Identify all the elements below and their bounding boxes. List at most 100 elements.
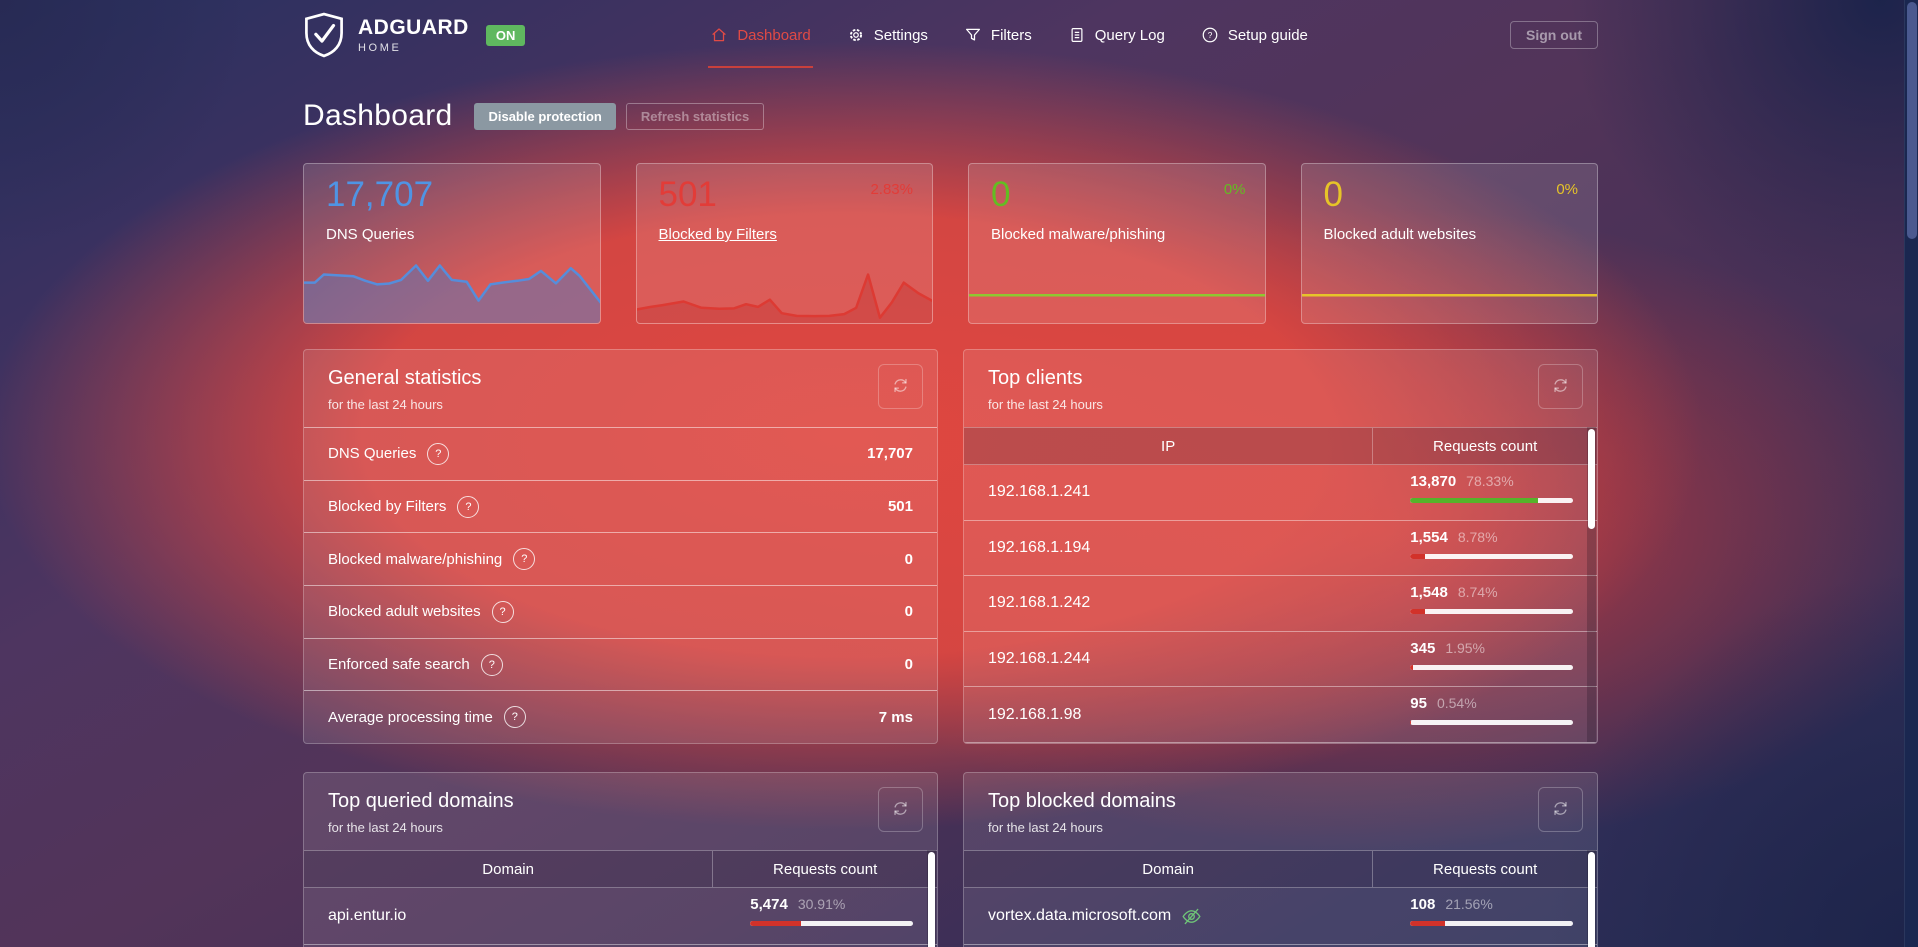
help-icon[interactable]: ? bbox=[513, 548, 536, 571]
nav-item-dashboard[interactable]: Dashboard bbox=[708, 0, 814, 70]
column-header-ip: IP bbox=[1161, 437, 1176, 455]
nav-item-settings[interactable]: Settings bbox=[847, 0, 928, 70]
disable-protection-button[interactable]: Disable protection bbox=[474, 102, 616, 130]
progress-bar bbox=[1410, 498, 1573, 503]
page-scrollbar-thumb[interactable] bbox=[1907, 2, 1917, 239]
statistics-row-label: Blocked by Filters? bbox=[328, 495, 480, 518]
progress-bar bbox=[1410, 664, 1573, 670]
help-icon[interactable]: ? bbox=[503, 706, 526, 729]
general-statistics-panel: General statistics for the last 24 hours… bbox=[303, 349, 938, 744]
page-header: Dashboard Disable protection Refresh sta… bbox=[303, 98, 1598, 134]
refresh-icon bbox=[891, 799, 910, 821]
requests-percent: 78.33% bbox=[1466, 473, 1514, 489]
table-header: Domain Requests count bbox=[304, 850, 937, 888]
page-title: Dashboard bbox=[303, 99, 453, 132]
panel-subtitle: for the last 24 hours bbox=[328, 820, 443, 835]
sign-out-button[interactable]: Sign out bbox=[1510, 21, 1598, 49]
top-blocked-domains-table: vortex.data.microsoft.com 108 21.56% bbox=[964, 888, 1597, 947]
blocked-by-filters-link[interactable]: Blocked by Filters bbox=[658, 226, 777, 243]
stat-card-percent: 2.83% bbox=[870, 181, 913, 198]
refresh-top-clients-button[interactable] bbox=[1538, 364, 1583, 409]
top-queried-domains-panel: Top queried domains for the last 24 hour… bbox=[303, 772, 938, 947]
stat-card-dns-queries: 17,707 DNS Queries bbox=[303, 163, 601, 324]
help-circle-icon: ? bbox=[1201, 26, 1219, 44]
requests-percent: 8.74% bbox=[1457, 584, 1498, 601]
column-header-requests-count: Requests count bbox=[1372, 428, 1597, 464]
refresh-icon bbox=[1551, 799, 1570, 821]
brand-title: ADGUARD bbox=[358, 15, 469, 39]
panel-header: General statistics for the last 24 hours bbox=[304, 350, 937, 412]
stat-card-value: 0 bbox=[991, 175, 1011, 214]
main-nav: Dashboard Settings Filters Query Log ? Setup … bbox=[708, 0, 1308, 70]
statistics-label-text: Enforced safe search bbox=[328, 656, 470, 674]
statistics-row-value: 0 bbox=[904, 603, 913, 621]
nav-item-filters[interactable]: Filters bbox=[964, 0, 1032, 70]
page-scrollbar[interactable] bbox=[1904, 0, 1918, 947]
scrollbar-thumb[interactable] bbox=[1588, 852, 1595, 947]
client-ip-link[interactable]: 192.168.1.194 bbox=[988, 538, 1091, 556]
table-row: 192.168.1.98 95 0.54% bbox=[964, 687, 1597, 743]
brand-logo[interactable]: ADGUARD HOME ON bbox=[303, 12, 526, 58]
requests-count-cell: 13,870 78.33% bbox=[1396, 465, 1597, 520]
main-content: Dashboard Disable protection Refresh sta… bbox=[303, 70, 1598, 947]
statistics-label-text: Average processing time bbox=[328, 708, 493, 726]
table-header: IP Requests count bbox=[964, 427, 1597, 465]
top-clients-scrollbar[interactable] bbox=[1587, 427, 1596, 742]
scrollbar-thumb[interactable] bbox=[1588, 429, 1595, 529]
client-ip-link[interactable]: 192.168.1.241 bbox=[988, 483, 1091, 501]
progress-bar bbox=[1410, 921, 1573, 926]
client-ip-link[interactable]: 192.168.1.244 bbox=[988, 650, 1091, 668]
help-icon[interactable]: ? bbox=[457, 495, 480, 518]
funnel-icon bbox=[964, 26, 982, 44]
scrollbar-thumb[interactable] bbox=[928, 852, 935, 947]
nav-item-query-log[interactable]: Query Log bbox=[1068, 0, 1165, 70]
stat-card-blocked-malware-phishing: 0 Blocked malware/phishing 0% bbox=[968, 163, 1266, 324]
statistics-label-text: Blocked adult websites bbox=[328, 603, 481, 621]
refresh-statistics-button[interactable]: Refresh statistics bbox=[625, 102, 765, 130]
stat-card-blocked-by-filters: 501 Blocked by Filters 2.83% bbox=[635, 163, 933, 324]
panel-subtitle: for the last 24 hours bbox=[988, 397, 1103, 412]
stat-card-value: 501 bbox=[658, 175, 717, 214]
help-icon[interactable]: ? bbox=[427, 442, 450, 465]
column-header-requests-count: Requests count bbox=[1372, 851, 1597, 887]
stat-card-value: 17,707 bbox=[326, 175, 434, 214]
statistics-row-label: Blocked adult websites? bbox=[328, 600, 514, 623]
help-icon[interactable]: ? bbox=[491, 600, 514, 623]
requests-count-cell: 1,554 8.78% bbox=[1396, 521, 1597, 576]
requests-count-cell: 5,474 30.91% bbox=[736, 888, 937, 944]
requests-count: 5,474 bbox=[750, 896, 788, 913]
statistics-row: Blocked by Filters? 501 bbox=[304, 479, 937, 533]
domain-link[interactable]: api.entur.io bbox=[328, 907, 407, 924]
statistics-row-value: 7 ms bbox=[878, 708, 913, 726]
panel-header: Top blocked domains for the last 24 hour… bbox=[964, 773, 1597, 835]
nav-item-setup-guide[interactable]: ? Setup guide bbox=[1201, 0, 1308, 70]
top-blocked-domains-panel: Top blocked domains for the last 24 hour… bbox=[963, 772, 1598, 947]
refresh-general-statistics-button[interactable] bbox=[878, 364, 923, 409]
table-header: Domain Requests count bbox=[964, 850, 1597, 888]
svg-text:?: ? bbox=[1208, 31, 1213, 40]
refresh-icon bbox=[1551, 376, 1570, 398]
statistics-row: Blocked malware/phishing? 0 bbox=[304, 532, 937, 585]
panel-title: Top blocked domains bbox=[988, 790, 1176, 812]
panel-title: Top clients bbox=[988, 367, 1083, 389]
top-blocked-domains-scrollbar[interactable] bbox=[1587, 850, 1596, 947]
column-header-domain: Domain bbox=[482, 860, 534, 878]
table-row: 192.168.1.242 1,548 8.74% bbox=[964, 576, 1597, 632]
domain-link[interactable]: vortex.data.microsoft.com bbox=[964, 888, 1396, 944]
panels-row-2: Top queried domains for the last 24 hour… bbox=[303, 772, 1598, 947]
refresh-top-blocked-domains-button[interactable] bbox=[1538, 787, 1583, 832]
client-ip-link[interactable]: 192.168.1.98 bbox=[988, 705, 1082, 723]
client-ip-link[interactable]: 192.168.1.242 bbox=[988, 594, 1091, 612]
statistics-row-label: Average processing time? bbox=[328, 706, 526, 729]
help-icon[interactable]: ? bbox=[480, 653, 503, 676]
requests-count-cell: 108 21.56% bbox=[1396, 888, 1597, 944]
refresh-top-queried-domains-button[interactable] bbox=[878, 787, 923, 832]
top-queried-domains-scrollbar[interactable] bbox=[927, 850, 936, 947]
progress-bar bbox=[1410, 720, 1573, 726]
statistics-row-label: DNS Queries? bbox=[328, 442, 450, 465]
requests-percent: 8.78% bbox=[1457, 528, 1498, 545]
statistics-row-label: Enforced safe search? bbox=[328, 653, 503, 676]
nav-item-label: Query Log bbox=[1094, 26, 1165, 44]
stat-card-label: Blocked adult websites bbox=[1323, 226, 1477, 243]
nav-item-label: Settings bbox=[873, 26, 928, 44]
